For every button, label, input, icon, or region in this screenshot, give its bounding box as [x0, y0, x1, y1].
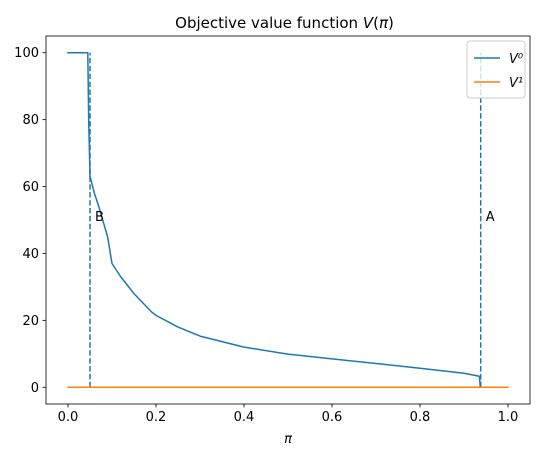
- chart-title: Objective value function V(π): [175, 14, 394, 32]
- x-tick-label: 0.6: [322, 410, 343, 425]
- data-group: [67, 51, 509, 389]
- x-axis-label: π: [284, 432, 292, 447]
- axes-frame: [45, 35, 531, 405]
- x-tick-label: 1.0: [498, 410, 519, 425]
- y-tick-label: 100: [14, 46, 39, 61]
- y-tick-label: 40: [22, 247, 39, 262]
- legend-label-0: V⁰: [509, 52, 524, 67]
- y-tick-label: 20: [22, 314, 39, 329]
- x-tick-label: 0.8: [410, 410, 431, 425]
- legend-label-1: V¹: [509, 76, 523, 91]
- legend: V⁰ V¹: [466, 40, 526, 99]
- y-tick-label: 80: [22, 113, 39, 128]
- y-tick-label: 60: [22, 180, 39, 195]
- annotation-A: A: [486, 210, 495, 225]
- x-tick-label: 0.2: [146, 410, 167, 425]
- axes: 0.0 0.2 0.4 0.6 0.8 1.0 0 20 40 60 80 100 π: [14, 35, 531, 447]
- x-tick-label: 0.4: [234, 410, 255, 425]
- legend-box: [466, 40, 526, 99]
- series-line-0: [67, 51, 482, 389]
- y-tick-label: 0: [31, 381, 39, 396]
- annotation-B: B: [95, 210, 104, 225]
- x-tick-label: 0.0: [58, 410, 79, 425]
